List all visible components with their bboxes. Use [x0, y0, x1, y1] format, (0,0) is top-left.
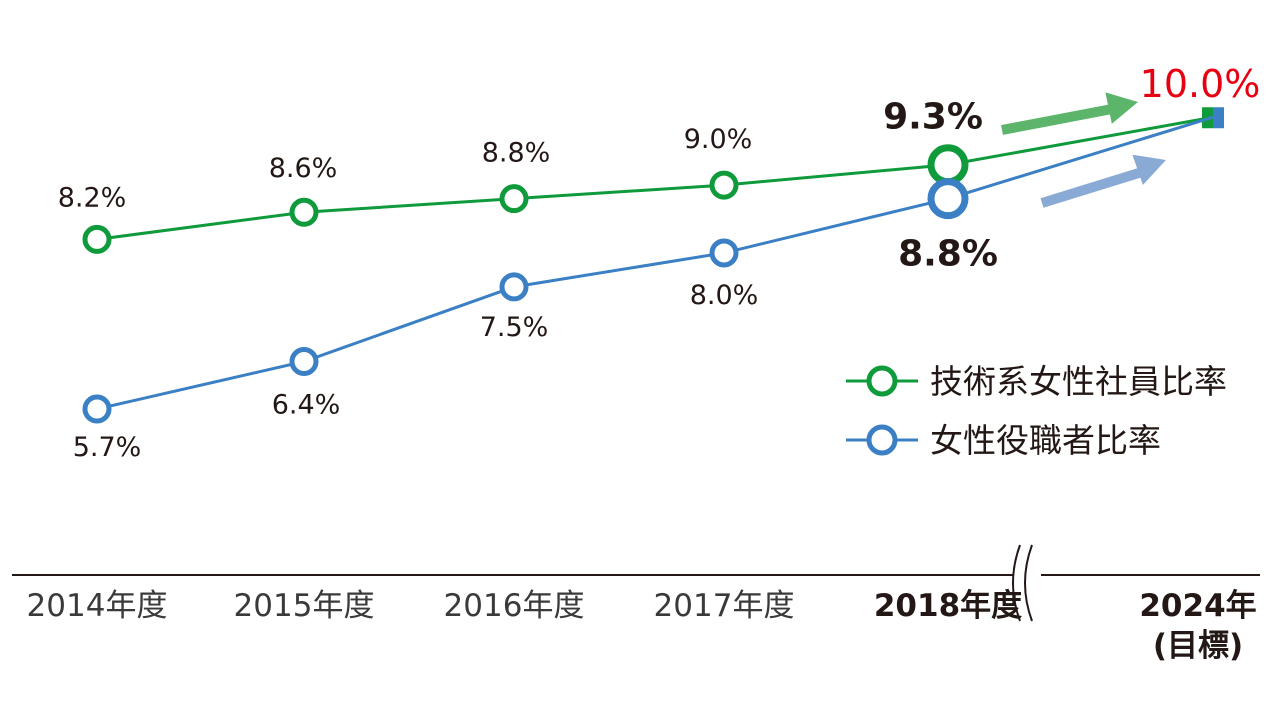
data-point-1-2 [289, 197, 319, 227]
trend-arrow-shaft-1 [1001, 104, 1113, 135]
data-point-1-4 [709, 170, 739, 200]
trend-arrow-shaft-2 [1040, 167, 1144, 208]
axis-break-mark-left [1012, 544, 1021, 622]
target-marker-2 [1213, 107, 1224, 129]
data-point-2-5 [927, 178, 969, 220]
trend-arrows [1001, 92, 1166, 208]
series-lines [82, 107, 1224, 424]
data-label-1-1: 8.2% [58, 182, 127, 213]
trend-arrow-head-2 [1132, 154, 1166, 185]
data-label-1-3: 8.8% [482, 138, 551, 169]
series-line-2 [96, 115, 1214, 411]
data-label-1-2: 8.6% [269, 153, 338, 184]
trend-arrow-head-1 [1105, 92, 1138, 124]
target-value-label: 10.0% [1140, 62, 1261, 106]
data-point-2-2 [289, 347, 319, 377]
legend-marker-1 [866, 365, 898, 397]
series-line-1 [96, 115, 1214, 241]
data-labels: 8.2% 8.6% 8.8% 9.0% 9.3% 5.7% 6.4% 7.5% 8.0% 8.8% [58, 97, 998, 463]
data-point-1-5 [927, 144, 969, 186]
data-label-1-4: 9.0% [684, 124, 753, 155]
data-label-2-1: 5.7% [73, 432, 142, 463]
data-label-2-3: 7.5% [480, 312, 549, 343]
data-label-2-2: 6.4% [272, 390, 341, 421]
data-point-2-1 [82, 394, 112, 424]
legend-label-2: 女性役職者比率 [930, 421, 1161, 460]
data-point-1-1 [82, 224, 112, 254]
x-tick-label-2015-: 2015年度 [234, 588, 375, 624]
data-point-1-3 [499, 184, 529, 214]
axis-break-mark-right [1024, 544, 1033, 622]
x-tick-sublabel-2024-: (目標) [1153, 628, 1243, 664]
x-tick-label-2014-: 2014年度 [27, 588, 168, 624]
data-label-2-4: 8.0% [690, 280, 759, 311]
data-point-2-4 [709, 238, 739, 268]
x-tick-label-2024-: 2024年 [1139, 588, 1256, 624]
x-tick-label-2017-: 2017年度 [654, 588, 795, 624]
x-tick-label-2018-: 2018年度 [874, 588, 1022, 624]
x-tick-label-2016-: 2016年度 [444, 588, 585, 624]
data-label-1-5: 9.3% [883, 97, 983, 138]
legend-marker-2 [866, 424, 898, 456]
x-axis [12, 542, 1260, 622]
x-tick-labels: 2014年度 2015年度 2016年度 2017年度 2018年度 2024年 (目標) [27, 588, 1257, 664]
data-label-2-5: 8.8% [898, 234, 998, 275]
data-point-2-3 [499, 272, 529, 302]
legend-label-1: 技術系女性社員比率 [930, 362, 1227, 401]
